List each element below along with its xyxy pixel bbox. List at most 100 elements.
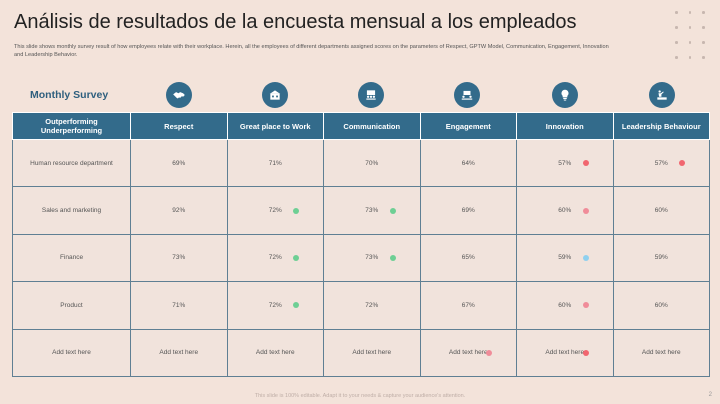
score-cell: 60%	[612, 186, 710, 235]
score-cell: 92%	[130, 186, 228, 235]
score-cell: 73%	[130, 233, 228, 283]
score-value: 57%	[558, 159, 572, 167]
status-dot-green	[389, 207, 396, 214]
column-header: Leadership Behaviour	[612, 112, 710, 140]
score-cell: 73%	[323, 233, 421, 283]
row-label: Finance	[12, 233, 131, 283]
score-value: Add text here	[448, 349, 488, 357]
handshake-icon	[166, 82, 192, 108]
score-cell: 57%	[612, 138, 710, 188]
status-dot-red	[679, 160, 685, 167]
score-value: 60%	[558, 301, 572, 309]
table-row: Product 71% 72% 72% 67% 60% 60%	[12, 281, 710, 330]
score-cell: 59%	[612, 233, 710, 283]
row-label: Sales and marketing	[12, 186, 131, 235]
score-value: 57%	[654, 159, 668, 167]
score-value: 73%	[365, 207, 379, 215]
table-row: Human resource department 69% 71% 70% 64% 57%…	[12, 138, 710, 188]
row-label: Add text here	[12, 328, 131, 378]
score-cell: 60%	[516, 281, 614, 330]
score-cell: 71%	[130, 281, 228, 330]
status-dot-green	[293, 207, 299, 214]
score-cell: 72%	[226, 281, 324, 330]
score-value: Add text here	[159, 349, 199, 357]
column-header: Communication	[323, 112, 421, 140]
meeting-icon	[358, 82, 384, 108]
status-dot-red	[582, 160, 589, 167]
score-cell: 73%	[323, 186, 421, 235]
score-value: 71%	[172, 301, 186, 309]
score-cell: 57%	[516, 138, 614, 188]
score-value: Add text here	[352, 349, 392, 357]
score-value: 72%	[365, 301, 379, 309]
score-cell: 71%	[226, 138, 324, 188]
score-cell: 67%	[419, 281, 517, 330]
score-cell: 72%	[226, 186, 324, 235]
score-value: 73%	[365, 254, 379, 262]
score-cell: 69%	[130, 138, 228, 188]
column-header: Great place to Work	[226, 112, 324, 140]
leader-podium-icon	[649, 82, 675, 108]
slide-title: Análisis de resultados de la encuesta me…	[14, 11, 577, 33]
score-cell: 60%	[516, 186, 614, 235]
status-dot-green	[389, 254, 396, 261]
score-value: 59%	[654, 254, 668, 262]
score-cell: 72%	[323, 281, 421, 330]
score-cell: 69%	[419, 186, 517, 235]
decorative-dot-grid	[670, 5, 710, 65]
corner-header: Outperforming Underperforming	[12, 112, 131, 140]
score-value: 64%	[461, 159, 475, 167]
survey-results-table: Outperforming Underperforming Respect Gr…	[12, 112, 710, 378]
score-cell: Add text here	[612, 328, 710, 378]
score-value: 70%	[365, 159, 379, 167]
score-value: 69%	[461, 207, 475, 215]
score-value: 71%	[268, 159, 282, 167]
score-value: 73%	[172, 254, 186, 262]
score-cell: 65%	[419, 233, 517, 283]
page-number: 2	[708, 392, 712, 398]
score-cell: Add text here	[323, 328, 421, 378]
score-cell: 59%	[516, 233, 614, 283]
table-row: Add text here Add text here Add text here A…	[12, 328, 710, 378]
column-header: Engagement	[419, 112, 517, 140]
score-value: 67%	[461, 301, 475, 309]
column-header: Respect	[130, 112, 228, 140]
score-value: 72%	[268, 301, 282, 309]
office-building-icon	[262, 82, 288, 108]
score-value: Add text here	[255, 349, 295, 357]
score-cell: 64%	[419, 138, 517, 188]
score-cell: Add text here	[419, 328, 517, 378]
score-value: 65%	[461, 254, 475, 262]
status-dot-blue	[582, 254, 589, 261]
table-row: Sales and marketing 92% 72% 73% 69% 60% 60%	[12, 186, 710, 235]
score-cell: 72%	[226, 233, 324, 283]
score-value: Add text here	[545, 349, 585, 357]
monthly-survey-label: Monthly Survey	[30, 89, 109, 101]
status-dot-pink	[582, 207, 589, 214]
row-label: Human resource department	[12, 138, 131, 188]
score-value: 60%	[654, 301, 668, 309]
status-dot-green	[293, 254, 299, 261]
team-collaboration-icon	[454, 82, 480, 108]
status-dot-red	[582, 349, 589, 356]
status-dot-pink	[486, 349, 492, 356]
score-value: 69%	[172, 159, 186, 167]
column-header: Innovation	[516, 112, 614, 140]
status-dot-pink	[582, 302, 589, 309]
score-value: Add text here	[641, 349, 681, 357]
score-cell: Add text here	[130, 328, 228, 378]
footer-note: This slide is 100% editable. Adapt it to…	[254, 393, 466, 399]
score-value: 59%	[558, 254, 572, 262]
score-cell: Add text here	[226, 328, 324, 378]
slide-description: This slide shows monthly survey result o…	[14, 44, 609, 58]
score-value: 60%	[654, 207, 668, 215]
score-value: 92%	[172, 207, 186, 215]
lightbulb-icon	[552, 82, 578, 108]
row-label: Product	[12, 281, 131, 330]
score-value: 72%	[268, 207, 282, 215]
table-row: Finance 73% 72% 73% 65% 59% 59%	[12, 233, 710, 283]
score-cell: 60%	[612, 281, 710, 330]
score-value: 72%	[268, 254, 282, 262]
status-dot-green	[293, 302, 299, 309]
corner-header-label: Outperforming Underperforming	[40, 117, 103, 135]
